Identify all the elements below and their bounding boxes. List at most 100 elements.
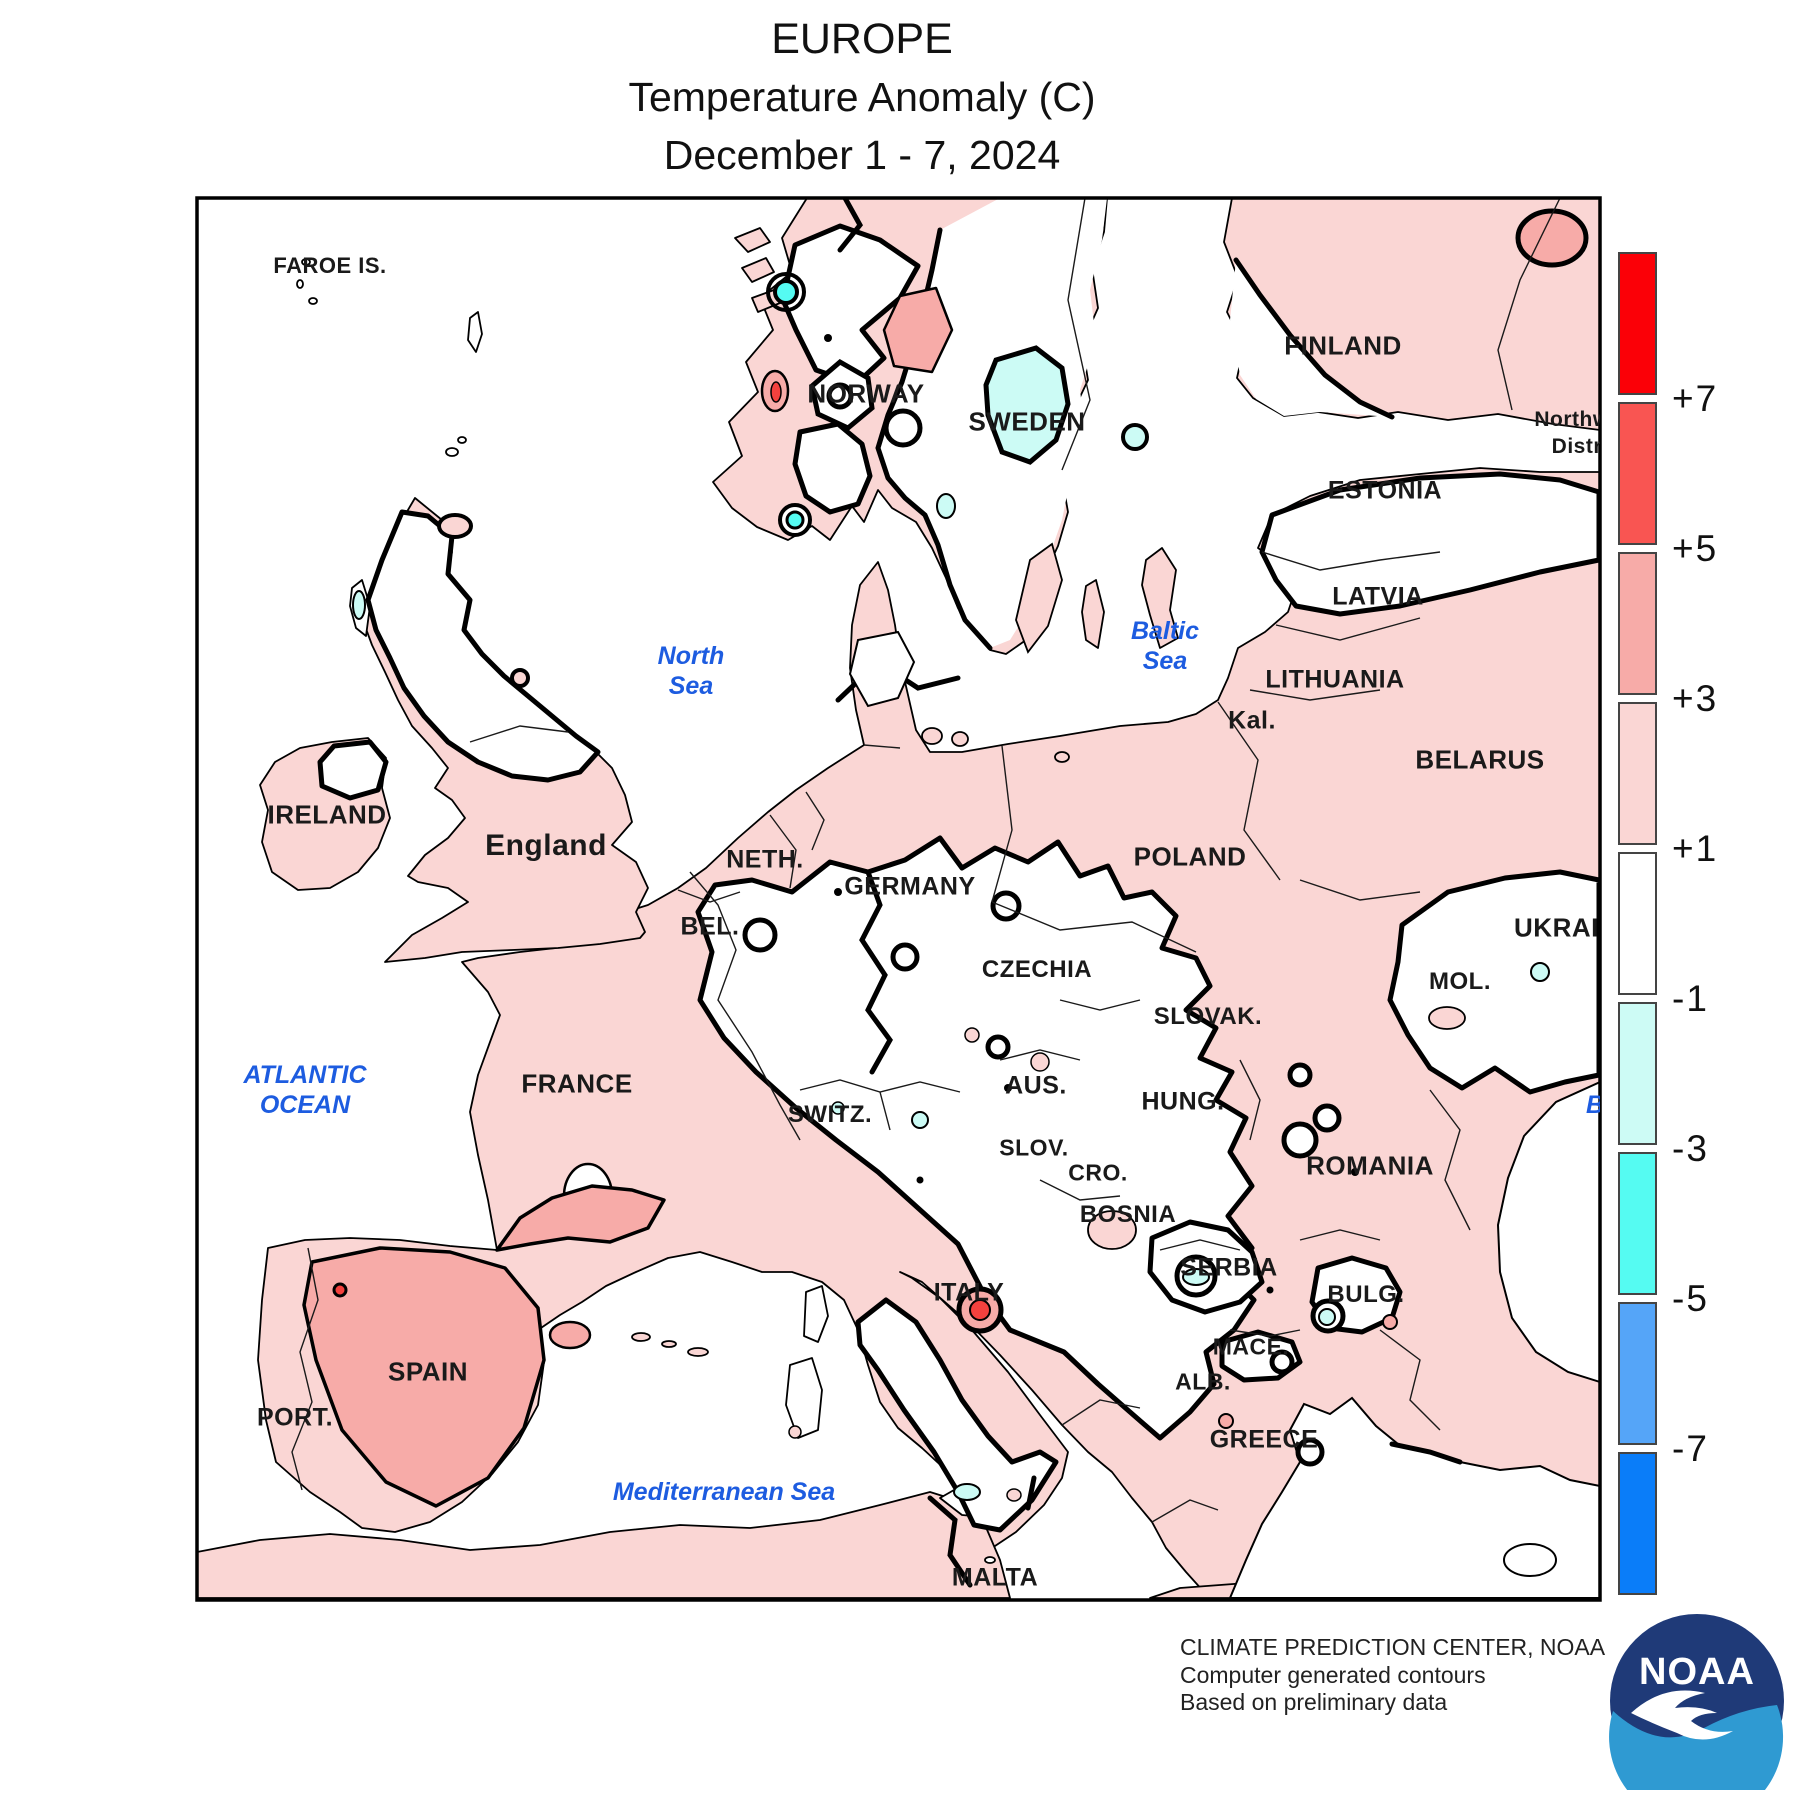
credit-line-1: CLIMATE PREDICTION CENTER, NOAA xyxy=(1180,1634,1606,1660)
map-label-alb: ALB. xyxy=(1175,1368,1231,1395)
legend-segment-7 xyxy=(1618,1302,1657,1445)
contour-donuts xyxy=(742,358,1342,1467)
cyan-hebrides xyxy=(352,590,366,620)
legend-segment-1 xyxy=(1618,402,1657,545)
white-baltics xyxy=(1259,471,1600,617)
plus3-regions xyxy=(302,208,1589,1508)
black-sea xyxy=(1496,1080,1600,1384)
map-label-norway: NORWAY xyxy=(807,378,925,409)
pink-austria-dot-1 xyxy=(1030,1052,1050,1072)
map-label-mol: MOL. xyxy=(1429,968,1491,995)
map-label-kal: Kal. xyxy=(1228,706,1276,735)
sea-label-north-sea: North Sea xyxy=(657,642,725,700)
island-faroe-3 xyxy=(308,297,318,305)
island-mallorca xyxy=(631,1332,651,1342)
noaa-logo-text: NOAA xyxy=(1639,1651,1755,1693)
white-finland-sw xyxy=(1230,260,1392,417)
legend-segment-6 xyxy=(1618,1152,1657,1295)
map-label-faroe-is: FAROE IS. xyxy=(273,253,387,278)
map-label-germany: GERMANY xyxy=(844,872,976,901)
map-label-sweden: SWEDEN xyxy=(968,406,1086,437)
pink-austria-dot-2 xyxy=(964,1027,980,1043)
map-date-range: December 1 - 7, 2024 xyxy=(663,132,1061,178)
map-label-france: FRANCE xyxy=(521,1068,633,1099)
map-label-cro: CRO. xyxy=(1068,1159,1128,1186)
legend-segment-5 xyxy=(1618,1002,1657,1145)
map-label-slov: SLOV. xyxy=(999,1134,1069,1161)
island-orkney-2 xyxy=(457,436,467,444)
pink-sardinia-dot xyxy=(788,1425,802,1439)
legend-tick--1: -1 xyxy=(1672,977,1709,1019)
cyan-ukraine xyxy=(1530,962,1550,982)
white-turkey-patch xyxy=(1503,1543,1557,1577)
salmon-ne-corner xyxy=(1515,208,1589,268)
map-label-ireland: IRELAND xyxy=(267,799,387,830)
island-lofoten-1 xyxy=(734,227,771,253)
legend-tick-+7: +7 xyxy=(1672,377,1719,419)
map-label-bulg: BULG. xyxy=(1327,1281,1405,1308)
island-shetland xyxy=(467,311,483,353)
map-subtitle: Temperature Anomaly (C) xyxy=(628,74,1096,120)
sea-label-b: B xyxy=(1586,1090,1600,1120)
map-label-mace: MACE. xyxy=(1212,1333,1290,1360)
legend-segment-3 xyxy=(1618,702,1657,845)
sea-label-mediterranean-sea: Mediterranean Sea xyxy=(612,1478,836,1506)
map-label-hung: HUNG. xyxy=(1141,1087,1225,1116)
island-sardinia xyxy=(785,1357,823,1439)
white-ukraine xyxy=(1387,869,1600,1095)
legend-segment-2 xyxy=(1618,552,1657,695)
red-galicia xyxy=(332,1282,348,1298)
island-menorca xyxy=(661,1340,677,1348)
island-gotland xyxy=(1141,547,1179,649)
island-malta xyxy=(984,1556,996,1564)
pink-sicily-dot xyxy=(1006,1488,1022,1502)
island-faroe-1 xyxy=(301,258,311,266)
pink-bosnia-blob xyxy=(1087,1210,1137,1250)
map-label-latvia: LATVIA xyxy=(1332,582,1424,611)
legend-segment-8 xyxy=(1618,1452,1657,1595)
pink-sweden-coast xyxy=(1015,542,1063,654)
island-funen xyxy=(951,731,969,747)
map-label-spain: SPAIN xyxy=(387,1356,469,1387)
map-label-finland: FINLAND xyxy=(1284,330,1402,361)
salmon-norway xyxy=(882,286,954,374)
credits-block: CLIMATE PREDICTION CENTER, NOAA Computer… xyxy=(1180,1634,1610,1717)
map-label-estonia: ESTONIA xyxy=(1327,476,1443,505)
land-north-africa xyxy=(197,1491,1011,1599)
map-label-aus: AUS. xyxy=(1005,1071,1067,1100)
island-lofoten-2 xyxy=(741,257,775,283)
island-orkney-1 xyxy=(445,447,459,457)
white-italy-south xyxy=(855,1297,1059,1533)
legend-tick--3: -3 xyxy=(1672,1127,1709,1169)
sea-label-baltic-sea: Baltic Sea xyxy=(1130,617,1200,675)
map-label-serbia: SERBIA xyxy=(1180,1253,1278,1282)
island-ibiza xyxy=(687,1347,709,1357)
white-scotland xyxy=(365,509,601,783)
red-norway-coast xyxy=(770,381,782,403)
cyan-sweden-small xyxy=(936,493,956,519)
map-label-northw: Northw xyxy=(1534,408,1600,431)
map-label-layer: FAROE IS. NORWAY SWEDEN FINLAND ESTONIA LATVI… xyxy=(197,198,1600,1600)
island-oland xyxy=(1081,579,1105,649)
legend-tick-+1: +1 xyxy=(1672,827,1719,869)
white-norway-north xyxy=(780,223,921,387)
island-bornholm xyxy=(1054,751,1070,763)
white-north-ireland xyxy=(317,739,389,801)
map-label-bel: BEL. xyxy=(680,912,740,941)
island-faroe-2 xyxy=(296,279,304,289)
noaa-logo-gull xyxy=(1631,1690,1733,1740)
island-corsica xyxy=(803,1285,829,1343)
salmon-pyrenees xyxy=(495,1184,666,1252)
pink-ukraine-oval xyxy=(1428,1006,1466,1030)
pink-details xyxy=(437,513,1466,1502)
white-oslo xyxy=(792,421,873,515)
cyan-sicily xyxy=(953,1483,981,1501)
legend-segment-0 xyxy=(1618,252,1657,395)
map-label-romania: ROMANIA xyxy=(1306,1150,1434,1181)
island-zealand xyxy=(921,727,943,745)
cyan-spots xyxy=(352,272,1550,1501)
map-label-neth: NETH. xyxy=(726,845,804,874)
map-label-bosnia: BOSNIA xyxy=(1079,1201,1177,1228)
salmon-greece-dot xyxy=(1218,1413,1234,1429)
